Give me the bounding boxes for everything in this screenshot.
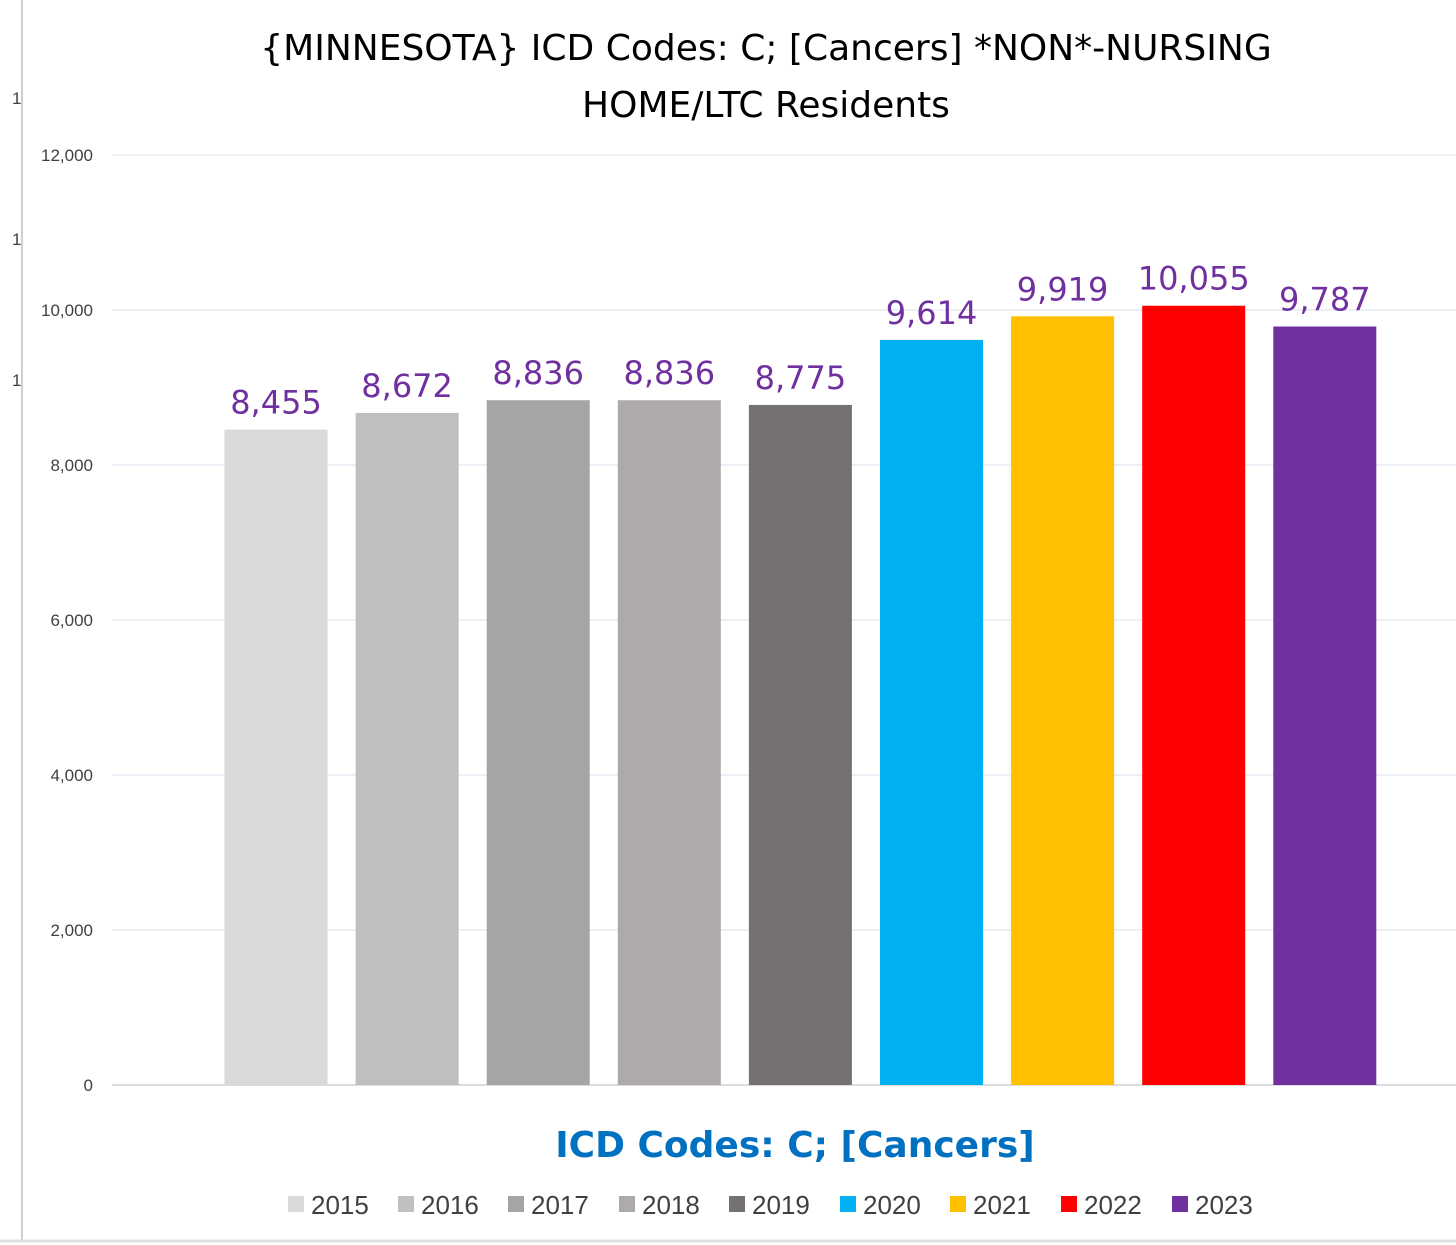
- data-label-2021: 9,919: [1017, 270, 1109, 308]
- stray-axis-label: 1: [12, 371, 21, 390]
- legend-label-2021: 2021: [973, 1190, 1031, 1220]
- legend-label-2019: 2019: [752, 1190, 810, 1220]
- legend-label-2016: 2016: [421, 1190, 479, 1220]
- y-tick-label: 8,000: [50, 456, 93, 475]
- legend-swatch-2016: [398, 1196, 414, 1212]
- chart-title-line-1: {MINNESOTA} ICD Codes: C; [Cancers] *NON…: [260, 28, 1271, 69]
- bar-2017: [486, 400, 590, 1086]
- legend-label-2020: 2020: [863, 1190, 921, 1220]
- data-label-2019: 8,775: [755, 359, 847, 397]
- legend-swatch-2020: [840, 1196, 856, 1212]
- legend-label-2018: 2018: [642, 1190, 700, 1220]
- y-tick-label: 10,000: [41, 301, 93, 320]
- y-tick-label: 12,000: [41, 146, 93, 165]
- y-tick-label: 4,000: [50, 766, 93, 785]
- data-label-2018: 8,836: [623, 354, 715, 392]
- bar-2016: [355, 412, 459, 1085]
- data-label-2016: 8,672: [361, 367, 453, 405]
- data-label-2020: 9,614: [886, 294, 978, 332]
- data-label-2023: 9,787: [1279, 281, 1371, 319]
- chart-title-line-2: HOME/LTC Residents: [582, 85, 950, 126]
- bar-2019: [748, 404, 852, 1085]
- bar-2020: [880, 339, 983, 1085]
- y-tick-label: 0: [84, 1076, 93, 1095]
- stray-axis-label: 1: [12, 89, 21, 108]
- legend-label-2017: 2017: [531, 1190, 589, 1220]
- bar-2018: [617, 400, 721, 1086]
- legend-swatch-2022: [1061, 1196, 1077, 1212]
- bar-2015: [224, 429, 328, 1085]
- legend-swatch-2015: [288, 1196, 304, 1212]
- bar-2022: [1142, 305, 1246, 1085]
- y-tick-label: 6,000: [50, 611, 93, 630]
- legend-swatch-2017: [508, 1196, 524, 1212]
- legend-label-2015: 2015: [311, 1190, 369, 1220]
- legend-swatch-2019: [729, 1196, 745, 1212]
- legend-swatch-2018: [619, 1196, 635, 1212]
- data-label-2017: 8,836: [492, 354, 584, 392]
- stray-axis-label: 1: [12, 230, 21, 249]
- bar-2021: [1011, 316, 1115, 1086]
- bar-2023: [1273, 326, 1377, 1085]
- legend-label-2023: 2023: [1195, 1190, 1253, 1220]
- data-label-2015: 8,455: [230, 384, 322, 422]
- x-axis-title: ICD Codes: C; [Cancers]: [555, 1125, 1034, 1166]
- y-tick-label: 2,000: [50, 921, 93, 940]
- legend-swatch-2021: [950, 1196, 966, 1212]
- legend-label-2022: 2022: [1084, 1190, 1142, 1220]
- legend-swatch-2023: [1172, 1196, 1188, 1212]
- data-label-2022: 10,055: [1138, 260, 1250, 298]
